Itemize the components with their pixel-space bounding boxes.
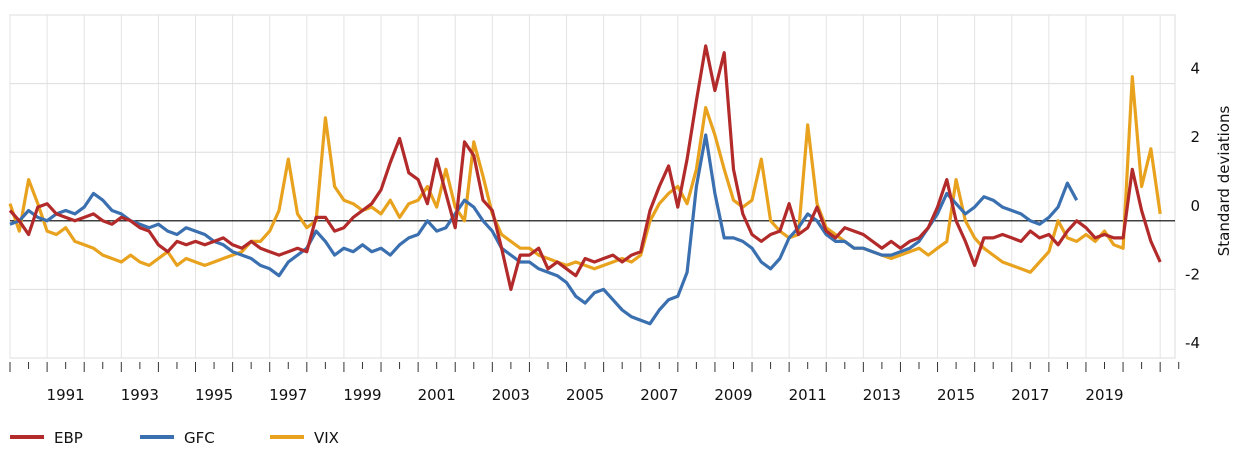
- y-tick-label: -4: [1185, 334, 1200, 352]
- x-tick-label: 1995: [195, 386, 233, 404]
- legend-label: VIX: [314, 429, 339, 446]
- x-tick-label: 2019: [1085, 386, 1123, 404]
- series-line: [9, 133, 1079, 326]
- x-tick-label: 2005: [566, 386, 604, 404]
- x-tick-label: 1997: [269, 386, 307, 404]
- x-tick-label: 1991: [47, 386, 85, 404]
- legend-label: GFC: [184, 429, 215, 446]
- y-axis-label: Standard deviations: [1215, 106, 1233, 257]
- series-line: [8, 44, 1162, 291]
- y-tick-label: 2: [1190, 128, 1200, 146]
- y-tick-label: -2: [1185, 265, 1200, 283]
- x-tick-label: 2001: [418, 386, 456, 404]
- x-tick-label: 2013: [863, 386, 901, 404]
- y-tick-label: 4: [1190, 60, 1200, 78]
- y-tick-label: 0: [1190, 197, 1200, 215]
- plot-frame: [9, 14, 1176, 359]
- x-tick-label: 1999: [343, 386, 381, 404]
- x-tick-label: 2007: [640, 386, 678, 404]
- x-tick-label: 1993: [121, 386, 159, 404]
- series-line: [8, 75, 1162, 274]
- legend-label: EBP: [54, 429, 83, 446]
- x-tick-label: 2011: [789, 386, 827, 404]
- x-tick-label: 2017: [1011, 386, 1049, 404]
- x-tick-label: 2015: [937, 386, 975, 404]
- x-tick-label: 2009: [714, 386, 752, 404]
- x-tick-label: 2003: [492, 386, 530, 404]
